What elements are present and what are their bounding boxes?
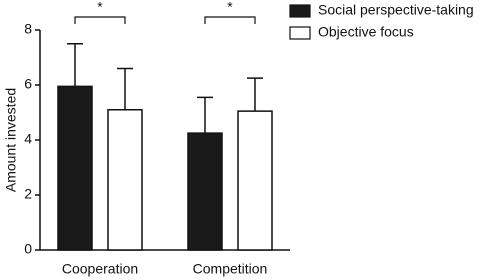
error-bar — [197, 96, 213, 134]
bar — [237, 110, 273, 251]
significance-bracket — [204, 16, 256, 24]
error-bar — [67, 43, 83, 87]
y-tick-label: 4 — [24, 131, 32, 147]
legend-swatch — [289, 26, 311, 40]
legend-label: Objective focus — [318, 24, 414, 40]
bar — [57, 85, 93, 251]
x-tick-label: Competition — [193, 261, 268, 277]
bar — [107, 109, 143, 251]
y-tick-label: 8 — [24, 21, 32, 37]
error-bar — [117, 67, 133, 110]
y-tick-label: 0 — [24, 241, 32, 257]
legend-swatch — [289, 4, 311, 18]
significance-label: * — [227, 0, 233, 15]
legend-label: Social perspective-taking — [318, 2, 474, 18]
significance-label: * — [97, 0, 103, 15]
y-tick-label: 6 — [24, 76, 32, 92]
bar — [187, 132, 223, 251]
significance-bracket — [74, 16, 126, 24]
x-tick-label: Cooperation — [62, 261, 138, 277]
error-bar — [247, 77, 263, 112]
y-tick-label: 2 — [24, 186, 32, 202]
y-axis-label: Amount invested — [3, 88, 19, 192]
